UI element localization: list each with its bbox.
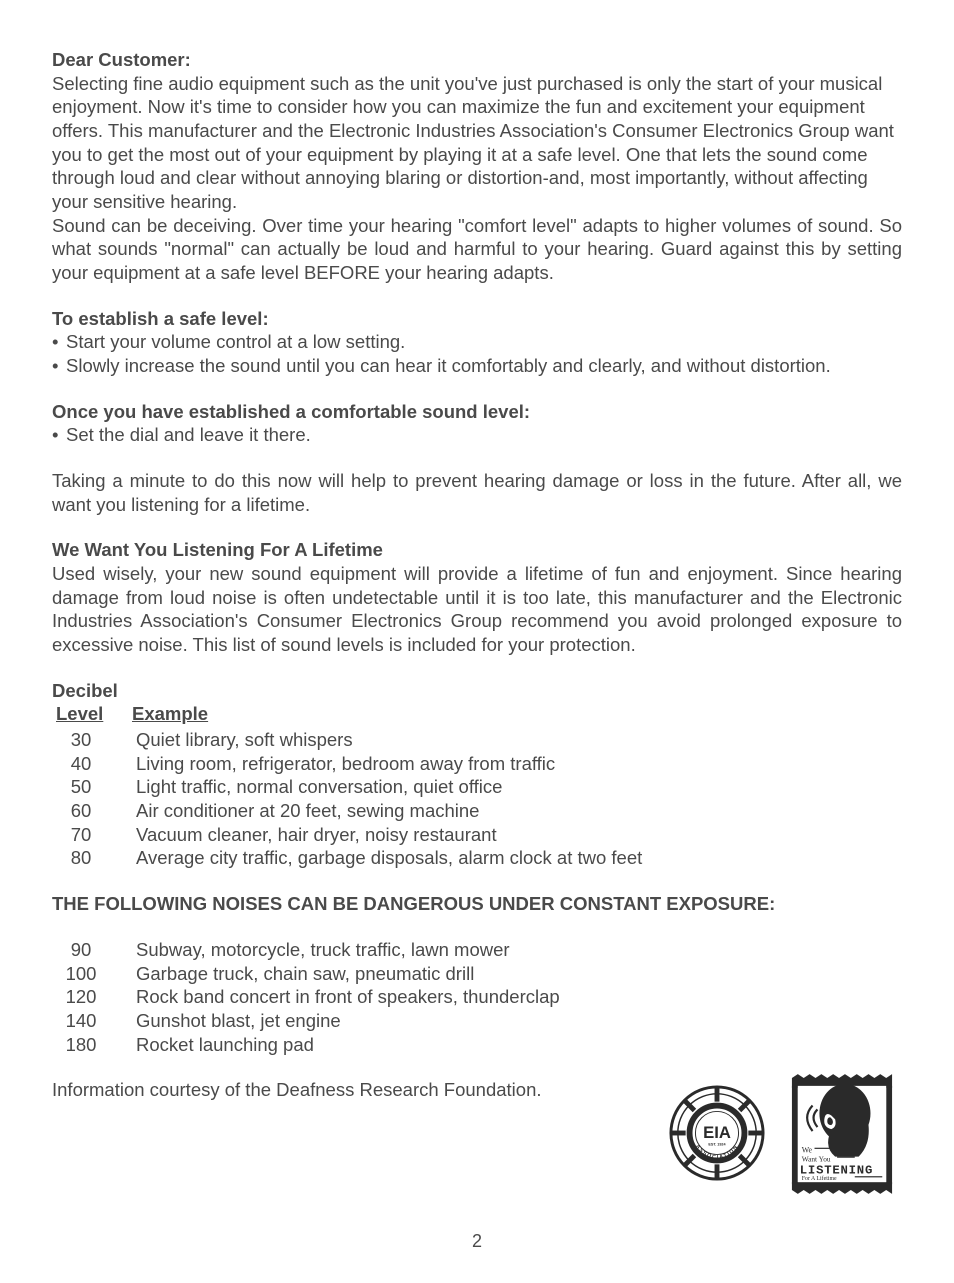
bullet-comfortable-0: • Set the dial and leave it there.: [52, 423, 902, 447]
heading-comfortable-level: Once you have established a comfortable …: [52, 400, 902, 424]
svg-text:EIA: EIA: [703, 1123, 731, 1142]
paragraph-intro-2: Sound can be deceiving. Over time your h…: [52, 214, 902, 285]
heading-lifetime: We Want You Listening For A Lifetime: [52, 538, 902, 562]
decibel-example: Living room, refrigerator, bedroom away …: [136, 752, 902, 776]
decibel-example: Rock band concert in front of speakers, …: [136, 985, 902, 1009]
heading-decibel: Decibel: [52, 679, 902, 703]
bullet-safe-1: • Slowly increase the sound until you ca…: [52, 354, 902, 378]
heading-safe-level: To establish a safe level:: [52, 307, 902, 331]
bullet-dot: •: [52, 354, 66, 378]
decibel-level: 30: [52, 728, 136, 752]
decibel-level: 90: [52, 938, 136, 962]
decibel-example: Vacuum cleaner, hair dryer, noisy restau…: [136, 823, 902, 847]
decibel-table-safe: 30Quiet library, soft whispers40Living r…: [52, 728, 902, 870]
decibel-table-danger: 90Subway, motorcycle, truck traffic, law…: [52, 938, 902, 1056]
decibel-level: 140: [52, 1009, 136, 1033]
decibel-example: Quiet library, soft whispers: [136, 728, 902, 752]
decibel-example: Subway, motorcycle, truck traffic, lawn …: [136, 938, 902, 962]
table-row: 180Rocket launching pad: [52, 1033, 902, 1057]
page-number: 2: [52, 1230, 902, 1253]
header-example: Example: [132, 702, 208, 726]
table-row: 30Quiet library, soft whispers: [52, 728, 902, 752]
table-row: 40Living room, refrigerator, bedroom awa…: [52, 752, 902, 776]
table-row: 90Subway, motorcycle, truck traffic, law…: [52, 938, 902, 962]
decibel-table-header: Level Example: [52, 702, 902, 726]
decibel-example: Light traffic, normal conversation, quie…: [136, 775, 902, 799]
svg-text:For A Lifetime: For A Lifetime: [802, 1175, 837, 1182]
decibel-example: Average city traffic, garbage disposals,…: [136, 846, 902, 870]
bullet-text: Set the dial and leave it there.: [66, 423, 311, 447]
eia-logo-icon: ELECTRONIC INDUSTRIES ASSOCIATION EIA ES…: [668, 1084, 766, 1182]
decibel-example: Air conditioner at 20 feet, sewing machi…: [136, 799, 902, 823]
decibel-example: Gunshot blast, jet engine: [136, 1009, 902, 1033]
paragraph-lifetime-body: Used wisely, your new sound equipment wi…: [52, 562, 902, 657]
heading-dear-customer: Dear Customer:: [52, 48, 902, 72]
table-row: 100Garbage truck, chain saw, pneumatic d…: [52, 962, 902, 986]
bullet-text: Slowly increase the sound until you can …: [66, 354, 831, 378]
heading-dangerous: THE FOLLOWING NOISES CAN BE DANGEROUS UN…: [52, 892, 902, 916]
decibel-level: 50: [52, 775, 136, 799]
svg-text:LISTENING: LISTENING: [800, 1163, 873, 1177]
decibel-level: 70: [52, 823, 136, 847]
table-row: 70Vacuum cleaner, hair dryer, noisy rest…: [52, 823, 902, 847]
decibel-level: 80: [52, 846, 136, 870]
listening-logo-icon: We Want You LISTENING For A Lifetime: [788, 1072, 896, 1194]
decibel-example: Garbage truck, chain saw, pneumatic dril…: [136, 962, 902, 986]
svg-text:We: We: [802, 1145, 813, 1154]
bullet-text: Start your volume control at a low setti…: [66, 330, 405, 354]
bullet-safe-0: • Start your volume control at a low set…: [52, 330, 902, 354]
decibel-level: 120: [52, 985, 136, 1009]
decibel-level: 100: [52, 962, 136, 986]
bullet-dot: •: [52, 423, 66, 447]
table-row: 80Average city traffic, garbage disposal…: [52, 846, 902, 870]
decibel-example: Rocket launching pad: [136, 1033, 902, 1057]
svg-text:EST. 1924: EST. 1924: [708, 1143, 726, 1147]
table-row: 50Light traffic, normal conversation, qu…: [52, 775, 902, 799]
paragraph-taking-minute: Taking a minute to do this now will help…: [52, 469, 902, 516]
bullet-dot: •: [52, 330, 66, 354]
table-row: 120Rock band concert in front of speaker…: [52, 985, 902, 1009]
svg-text:Want You: Want You: [802, 1154, 831, 1163]
table-row: 60Air conditioner at 20 feet, sewing mac…: [52, 799, 902, 823]
table-row: 140Gunshot blast, jet engine: [52, 1009, 902, 1033]
decibel-level: 40: [52, 752, 136, 776]
decibel-level: 180: [52, 1033, 136, 1057]
paragraph-intro-1: Selecting fine audio equipment such as t…: [52, 72, 902, 214]
header-level: Level: [52, 702, 132, 726]
decibel-level: 60: [52, 799, 136, 823]
